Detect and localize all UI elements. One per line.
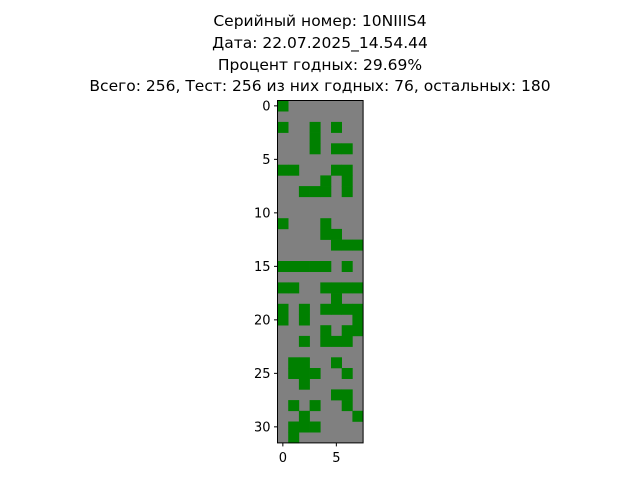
- chart-title-yield: Процент годных: 29.69%: [217, 56, 423, 74]
- good-cell: [277, 121, 289, 133]
- good-cell: [352, 303, 364, 315]
- good-cell: [341, 239, 353, 251]
- good-cell: [320, 325, 332, 337]
- y-tick-label: 25: [254, 367, 271, 382]
- good-cell: [352, 239, 364, 251]
- good-cell: [341, 282, 353, 294]
- good-cell: [277, 303, 289, 315]
- good-cell: [341, 186, 353, 198]
- good-cell: [288, 282, 300, 294]
- good-cell: [288, 368, 300, 379]
- good-cell: [298, 421, 310, 433]
- good-cell: [341, 261, 353, 272]
- good-cell: [298, 186, 310, 198]
- good-cell: [320, 335, 332, 347]
- good-cell: [298, 303, 310, 315]
- good-cell: [341, 143, 353, 155]
- good-cell: [320, 282, 332, 294]
- chart-title-date: Дата: 22.07.2025_14.54.44: [212, 34, 428, 52]
- plot-frame: [277, 100, 364, 444]
- good-cell: [331, 293, 342, 305]
- good-cell: [341, 389, 353, 401]
- good-cell: [288, 357, 300, 369]
- good-cell: [288, 432, 300, 444]
- good-cell: [341, 335, 353, 347]
- good-cell: [309, 261, 321, 272]
- chart-title-serial: Серийный номер: 10NIIIS4: [213, 12, 427, 30]
- good-cell: [277, 100, 289, 112]
- good-cell: [277, 218, 289, 230]
- good-cell: [331, 282, 342, 294]
- good-cell: [288, 164, 300, 176]
- good-cell: [320, 218, 332, 230]
- good-cell: [288, 421, 300, 433]
- good-cell: [352, 282, 364, 294]
- good-cell: [298, 410, 310, 422]
- good-cell: [331, 143, 342, 155]
- good-cell: [309, 368, 321, 379]
- y-tick-label: 0: [262, 99, 270, 114]
- good-cell: [277, 164, 289, 176]
- good-cell: [288, 400, 300, 412]
- y-tick-label: 20: [254, 313, 271, 328]
- good-cell: [331, 121, 342, 133]
- good-cell: [341, 164, 353, 176]
- y-tick-label: 10: [254, 206, 271, 221]
- good-cell: [341, 325, 353, 337]
- good-cell: [341, 368, 353, 379]
- good-cell: [320, 303, 332, 315]
- good-cell: [309, 186, 321, 198]
- good-cell: [298, 335, 310, 347]
- good-cell: [277, 261, 289, 272]
- good-cell: [320, 186, 332, 198]
- good-cell: [309, 143, 321, 155]
- good-cell: [320, 228, 332, 240]
- good-cell: [298, 261, 310, 272]
- good-cell: [309, 132, 321, 144]
- y-tick-label: 30: [254, 420, 271, 435]
- good-cell: [320, 261, 332, 272]
- x-tick-label: 0: [279, 451, 287, 466]
- y-tick-label: 15: [254, 260, 271, 275]
- good-cell: [298, 368, 310, 379]
- good-cell: [331, 228, 342, 240]
- good-cell: [341, 175, 353, 187]
- good-cell: [352, 325, 364, 337]
- good-cell: [288, 261, 300, 272]
- y-tick-label: 5: [262, 153, 270, 168]
- good-cell: [309, 421, 321, 433]
- good-cell: [309, 121, 321, 133]
- good-cell: [331, 357, 342, 369]
- x-tick-label: 5: [332, 451, 340, 466]
- chart-title-totals: Всего: 256, Тест: 256 из них годных: 76,…: [89, 77, 551, 95]
- good-cell: [341, 303, 353, 315]
- good-cell: [298, 378, 310, 390]
- good-cell: [320, 175, 332, 187]
- good-cell: [298, 314, 310, 326]
- good-cell: [331, 164, 342, 176]
- good-cell: [309, 400, 321, 412]
- good-cell: [341, 400, 353, 412]
- good-cell: [331, 239, 342, 251]
- good-cell: [277, 282, 289, 294]
- good-cell: [298, 357, 310, 369]
- good-cell: [352, 314, 364, 326]
- good-cell: [331, 389, 342, 401]
- good-cell: [331, 335, 342, 347]
- good-cell: [352, 410, 364, 422]
- good-cell: [331, 303, 342, 315]
- good-cell: [277, 314, 289, 326]
